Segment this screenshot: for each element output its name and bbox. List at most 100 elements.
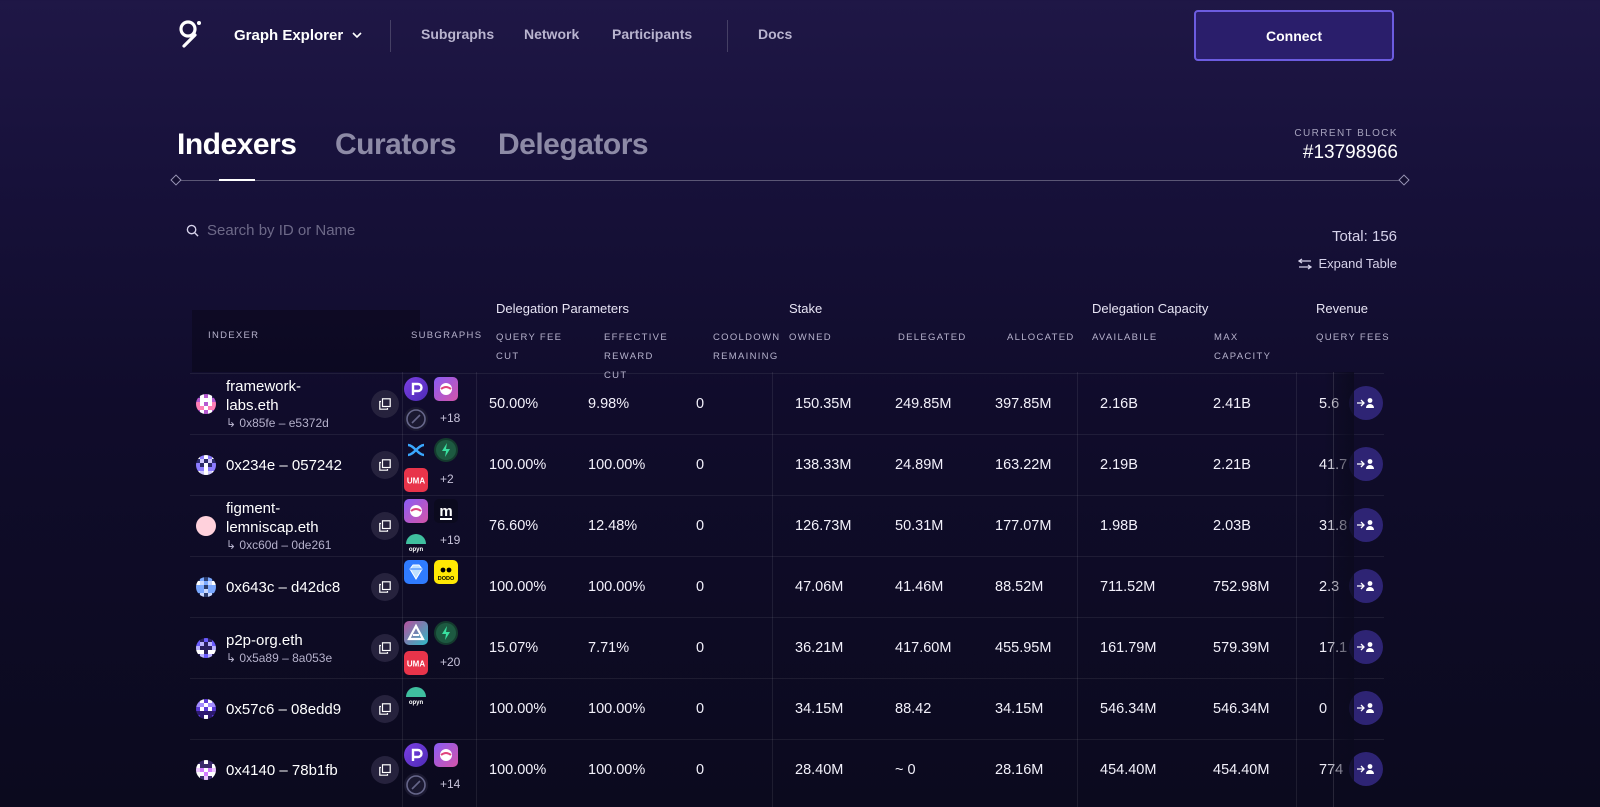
indexer-name: 0x57c6 – 08edd9 [226, 700, 342, 718]
table-row[interactable]: 0x57c6 – 08edd9 opyn 100.00% 100.00% 0 34.15M… [190, 678, 1384, 738]
indexer-name-block[interactable]: figment-lemniscap.eth ↳ 0xc60d – 0de261 [226, 496, 331, 556]
x-swap-icon[interactable] [404, 438, 428, 462]
indexer-name-block[interactable]: p2p-org.eth ↳ 0x5a89 – 8a053e [226, 618, 332, 678]
indexer-name-block[interactable]: 0x643c – d42dc8 [226, 557, 340, 617]
copy-address-button[interactable] [371, 451, 399, 479]
header-subgraphs[interactable]: SUBGRAPHS [411, 330, 483, 341]
circle-dark-icon[interactable] [404, 773, 428, 797]
tab-curators[interactable]: Curators [335, 128, 457, 161]
tab-delegators[interactable]: Delegators [498, 128, 649, 161]
subgraph-more-count[interactable]: +18 [440, 411, 461, 425]
delegate-button[interactable] [1349, 447, 1383, 481]
header-delegated[interactable]: DELEGATED [898, 332, 967, 343]
cell-query-fee-cut: 15.07% [489, 640, 539, 656]
dodo-icon[interactable]: DODO [434, 560, 458, 584]
table-row[interactable]: 0x234e – 057242 UMA +2 100.00% 100.00% 0 138.3… [190, 434, 1384, 494]
opyn-icon[interactable]: opyn [404, 682, 428, 706]
cell-owned: 36.21M [795, 640, 844, 656]
delegate-user-icon [1357, 520, 1374, 530]
nav-link-docs[interactable]: Docs [758, 26, 793, 42]
copy-address-button[interactable] [371, 512, 399, 540]
pink-ball-icon[interactable] [434, 743, 458, 767]
indexer-avatar [196, 394, 216, 414]
header-query-fee-cut[interactable]: QUERY FEE CUT [496, 328, 562, 366]
cell-query-fees: 5.6 [1319, 396, 1340, 412]
header-max-capacity[interactable]: MAX CAPACITY [1214, 328, 1271, 366]
copy-address-button[interactable] [371, 756, 399, 784]
expand-table-button[interactable]: Expand Table [1298, 256, 1397, 271]
cell-query-fees: 2.3 [1319, 579, 1340, 595]
header-line: EFFECTIVE [604, 332, 668, 343]
copy-address-button[interactable] [371, 573, 399, 601]
header-owned[interactable]: OWNED [789, 332, 832, 343]
circle-dark-icon[interactable] [404, 407, 428, 431]
opyn-icon[interactable]: opyn [404, 529, 428, 553]
indexer-name-block[interactable]: framework-labs.eth ↳ 0x85fe – e5372d [226, 374, 329, 434]
indexer-avatar [196, 577, 216, 597]
cell-query-fee-cut: 100.00% [489, 457, 547, 473]
delegate-button[interactable] [1349, 691, 1383, 725]
search-bar [186, 222, 507, 239]
delegate-button[interactable] [1349, 508, 1383, 542]
m-icon[interactable]: m [434, 499, 458, 523]
copy-address-button[interactable] [371, 695, 399, 723]
cell-cooldown-remaining: 0 [696, 579, 705, 595]
copy-address-button[interactable] [371, 390, 399, 418]
cell-available: 546.34M [1100, 701, 1157, 717]
delegate-button[interactable] [1349, 569, 1383, 603]
delegate-user-icon [1357, 459, 1374, 469]
table-row[interactable]: p2p-org.eth ↳ 0x5a89 – 8a053e UMA +20 15.07%… [190, 617, 1384, 677]
pink-ball-icon[interactable] [404, 499, 428, 523]
header-indexer[interactable]: INDEXER [208, 330, 260, 341]
copy-address-button[interactable] [371, 634, 399, 662]
header-effective-reward-cut[interactable]: EFFECTIVE REWARD CUT [604, 328, 668, 385]
pink-ball-icon[interactable] [434, 377, 458, 401]
copy-icon [379, 764, 391, 776]
connect-button[interactable]: Connect [1194, 10, 1394, 61]
p-icon[interactable] [404, 377, 428, 401]
nav-link-subgraphs[interactable]: Subgraphs [421, 26, 495, 42]
green-bolt-icon[interactable] [434, 621, 458, 645]
table-row[interactable]: figment-lemniscap.eth ↳ 0xc60d – 0de261 m o… [190, 495, 1384, 555]
header-allocated[interactable]: ALLOCATED [1007, 332, 1075, 343]
search-input[interactable] [207, 222, 507, 239]
cell-available: 2.19B [1100, 457, 1138, 473]
subgraph-more-count[interactable]: +2 [440, 472, 454, 486]
diamond-icon[interactable] [404, 560, 428, 584]
table-row[interactable]: framework-labs.eth ↳ 0x85fe – e5372d +18 50… [190, 373, 1384, 433]
delegate-button[interactable] [1349, 386, 1383, 420]
delegate-button[interactable] [1349, 630, 1383, 664]
subgraph-more-count[interactable]: +14 [440, 777, 461, 791]
uma-icon[interactable]: UMA [404, 468, 428, 492]
table-row[interactable]: 0x4140 – 78b1fb +14 100.00% 100.00% 0 28.40M ~… [190, 739, 1384, 799]
header-query-fees[interactable]: QUERY FEES [1316, 332, 1390, 343]
indexer-name-block[interactable]: 0x57c6 – 08edd9 [226, 679, 341, 739]
aave-icon[interactable] [404, 621, 428, 645]
cell-cooldown-remaining: 0 [696, 701, 705, 717]
subgraph-more-count[interactable]: +20 [440, 655, 461, 669]
nav-link-network[interactable]: Network [524, 26, 580, 42]
uma-icon[interactable]: UMA [404, 651, 428, 675]
indexer-name-block[interactable]: 0x4140 – 78b1fb [226, 740, 338, 800]
cell-query-fees: 41.7 [1319, 457, 1348, 473]
cell-cooldown-remaining: 0 [696, 396, 705, 412]
nav-link-participants[interactable]: Participants [612, 26, 693, 42]
cell-delegated: ~ 0 [895, 762, 916, 778]
table-row[interactable]: 0x643c – d42dc8 DODO 100.00% 100.00% 0 47.06M… [190, 556, 1384, 616]
delegate-button[interactable] [1349, 752, 1383, 786]
delegate-user-icon [1357, 398, 1374, 408]
header-available[interactable]: AVAILABILE [1092, 332, 1158, 343]
graph-explorer-menu[interactable]: Graph Explorer [234, 24, 363, 46]
header-cooldown-remaining[interactable]: COOLDOWN REMAINING [713, 328, 780, 366]
indexer-name-block[interactable]: 0x234e – 057242 [226, 435, 342, 495]
cell-available: 454.40M [1100, 762, 1157, 778]
tab-indexers[interactable]: Indexers [177, 128, 297, 161]
current-block-label: CURRENT BLOCK [1294, 128, 1398, 139]
brand-label: Graph Explorer [234, 26, 344, 44]
p-icon[interactable] [404, 743, 428, 767]
svg-text:UMA: UMA [407, 660, 425, 669]
cell-delegated: 41.46M [895, 579, 944, 595]
graph-logo-icon[interactable] [178, 20, 202, 48]
subgraph-more-count[interactable]: +19 [440, 533, 461, 547]
green-bolt-icon[interactable] [434, 438, 458, 462]
